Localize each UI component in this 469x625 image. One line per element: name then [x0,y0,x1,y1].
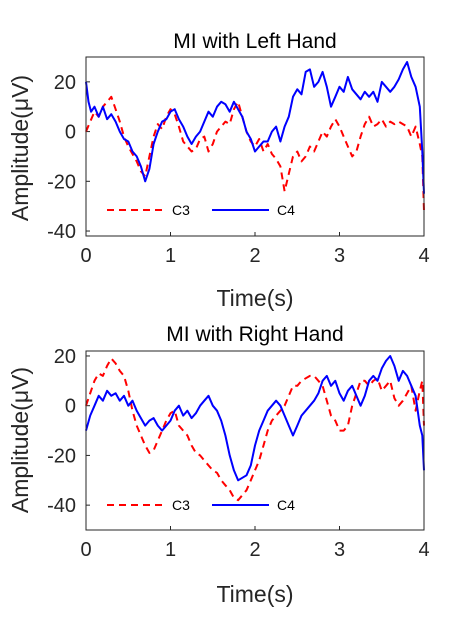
tick-group: 0 1 2 3 4 20 0 -20 -40 [47,72,429,267]
series-line-c4 [85,355,425,482]
legend: C3 C4 [107,497,295,513]
plot-title: MI with Right Hand [166,323,343,346]
y-tick-label: 0 [65,396,76,418]
x-tick-label: 2 [249,539,260,561]
legend-label-c3: C3 [172,202,190,218]
plot-left-hand: MI with Left Hand Amplitude(μV) Time(s) … [7,30,430,311]
series-group [85,61,425,212]
legend-label-c3: C3 [172,497,190,513]
x-tick-label: 4 [418,539,429,561]
plot-title: MI with Left Hand [173,30,336,53]
x-tick-label: 1 [165,245,176,267]
series-line-c3 [85,95,425,212]
y-axis-label: Amplitude(μV) [7,367,33,513]
y-tick-label: -40 [47,221,76,243]
x-tick-label: 3 [334,245,345,267]
axes-frame [85,56,425,237]
series-line-c4 [85,61,425,194]
y-tick-label: 20 [54,346,76,368]
x-tick-label: 2 [249,245,260,267]
plot-right-hand: MI with Right Hand Amplitude(μV) Time(s)… [7,323,430,607]
x-axis-label: Time(s) [216,285,293,311]
x-tick-label: 4 [418,245,429,267]
x-tick-label: 0 [80,539,91,561]
legend-label-c4: C4 [277,202,295,218]
x-tick-label: 0 [80,245,91,267]
x-tick-label: 3 [334,539,345,561]
y-tick-label: -20 [47,171,76,193]
x-axis-label: Time(s) [216,581,293,607]
y-tick-label: 20 [54,72,76,94]
y-tick-label: 0 [65,122,76,144]
axes-frame [85,350,425,531]
series-line-c3 [85,357,425,502]
y-tick-label: -40 [47,495,76,517]
x-tick-label: 1 [165,539,176,561]
y-axis-label: Amplitude(μV) [7,75,33,221]
y-tick-label: -20 [47,445,76,467]
legend-label-c4: C4 [277,497,295,513]
series-group [85,355,425,502]
legend: C3 C4 [107,202,295,218]
tick-group: 0 1 2 3 4 20 0 -20 -40 [47,346,429,561]
